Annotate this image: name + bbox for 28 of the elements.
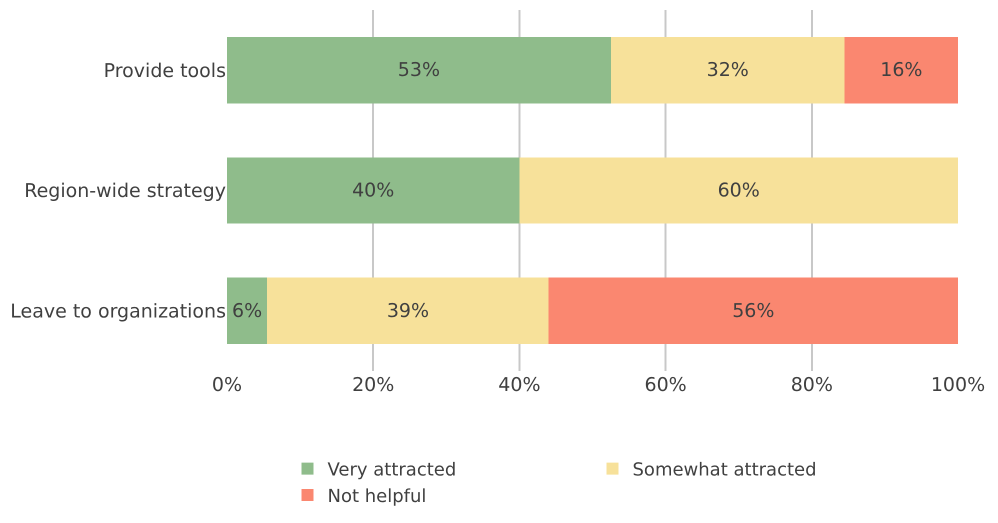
x-tick-label: 80% (790, 374, 833, 396)
bar (227, 278, 268, 344)
data-label: 53% (398, 59, 440, 82)
legend-label: Very attracted (328, 460, 456, 481)
legend-label: Somewhat attracted (632, 460, 817, 481)
data-label: 60% (718, 180, 760, 202)
x-tick-label: 20% (352, 374, 394, 396)
y-tick-label: Leave to organizations (10, 300, 226, 322)
bar (610, 37, 845, 104)
y-tick-label: Provide tools (104, 60, 226, 82)
data-label: 16% (880, 59, 922, 82)
data-label: 32% (706, 59, 749, 82)
bar (519, 157, 958, 224)
legend-label: Not helpful (328, 486, 426, 508)
bar (844, 37, 958, 104)
x-tick-label: 100% (930, 374, 986, 396)
bar (227, 37, 611, 104)
data-label: 56% (732, 300, 774, 322)
x-tick-label: 60% (644, 374, 687, 396)
y-tick-label: Region-wide strategy (24, 180, 226, 202)
data-label: 6% (232, 300, 262, 322)
x-tick-label: 40% (498, 374, 541, 396)
data-label: 39% (386, 300, 430, 322)
data-label: 40% (352, 180, 394, 202)
bar (227, 157, 520, 224)
bar (548, 278, 958, 344)
x-tick-label: 0% (212, 374, 242, 396)
bar (267, 278, 549, 344)
